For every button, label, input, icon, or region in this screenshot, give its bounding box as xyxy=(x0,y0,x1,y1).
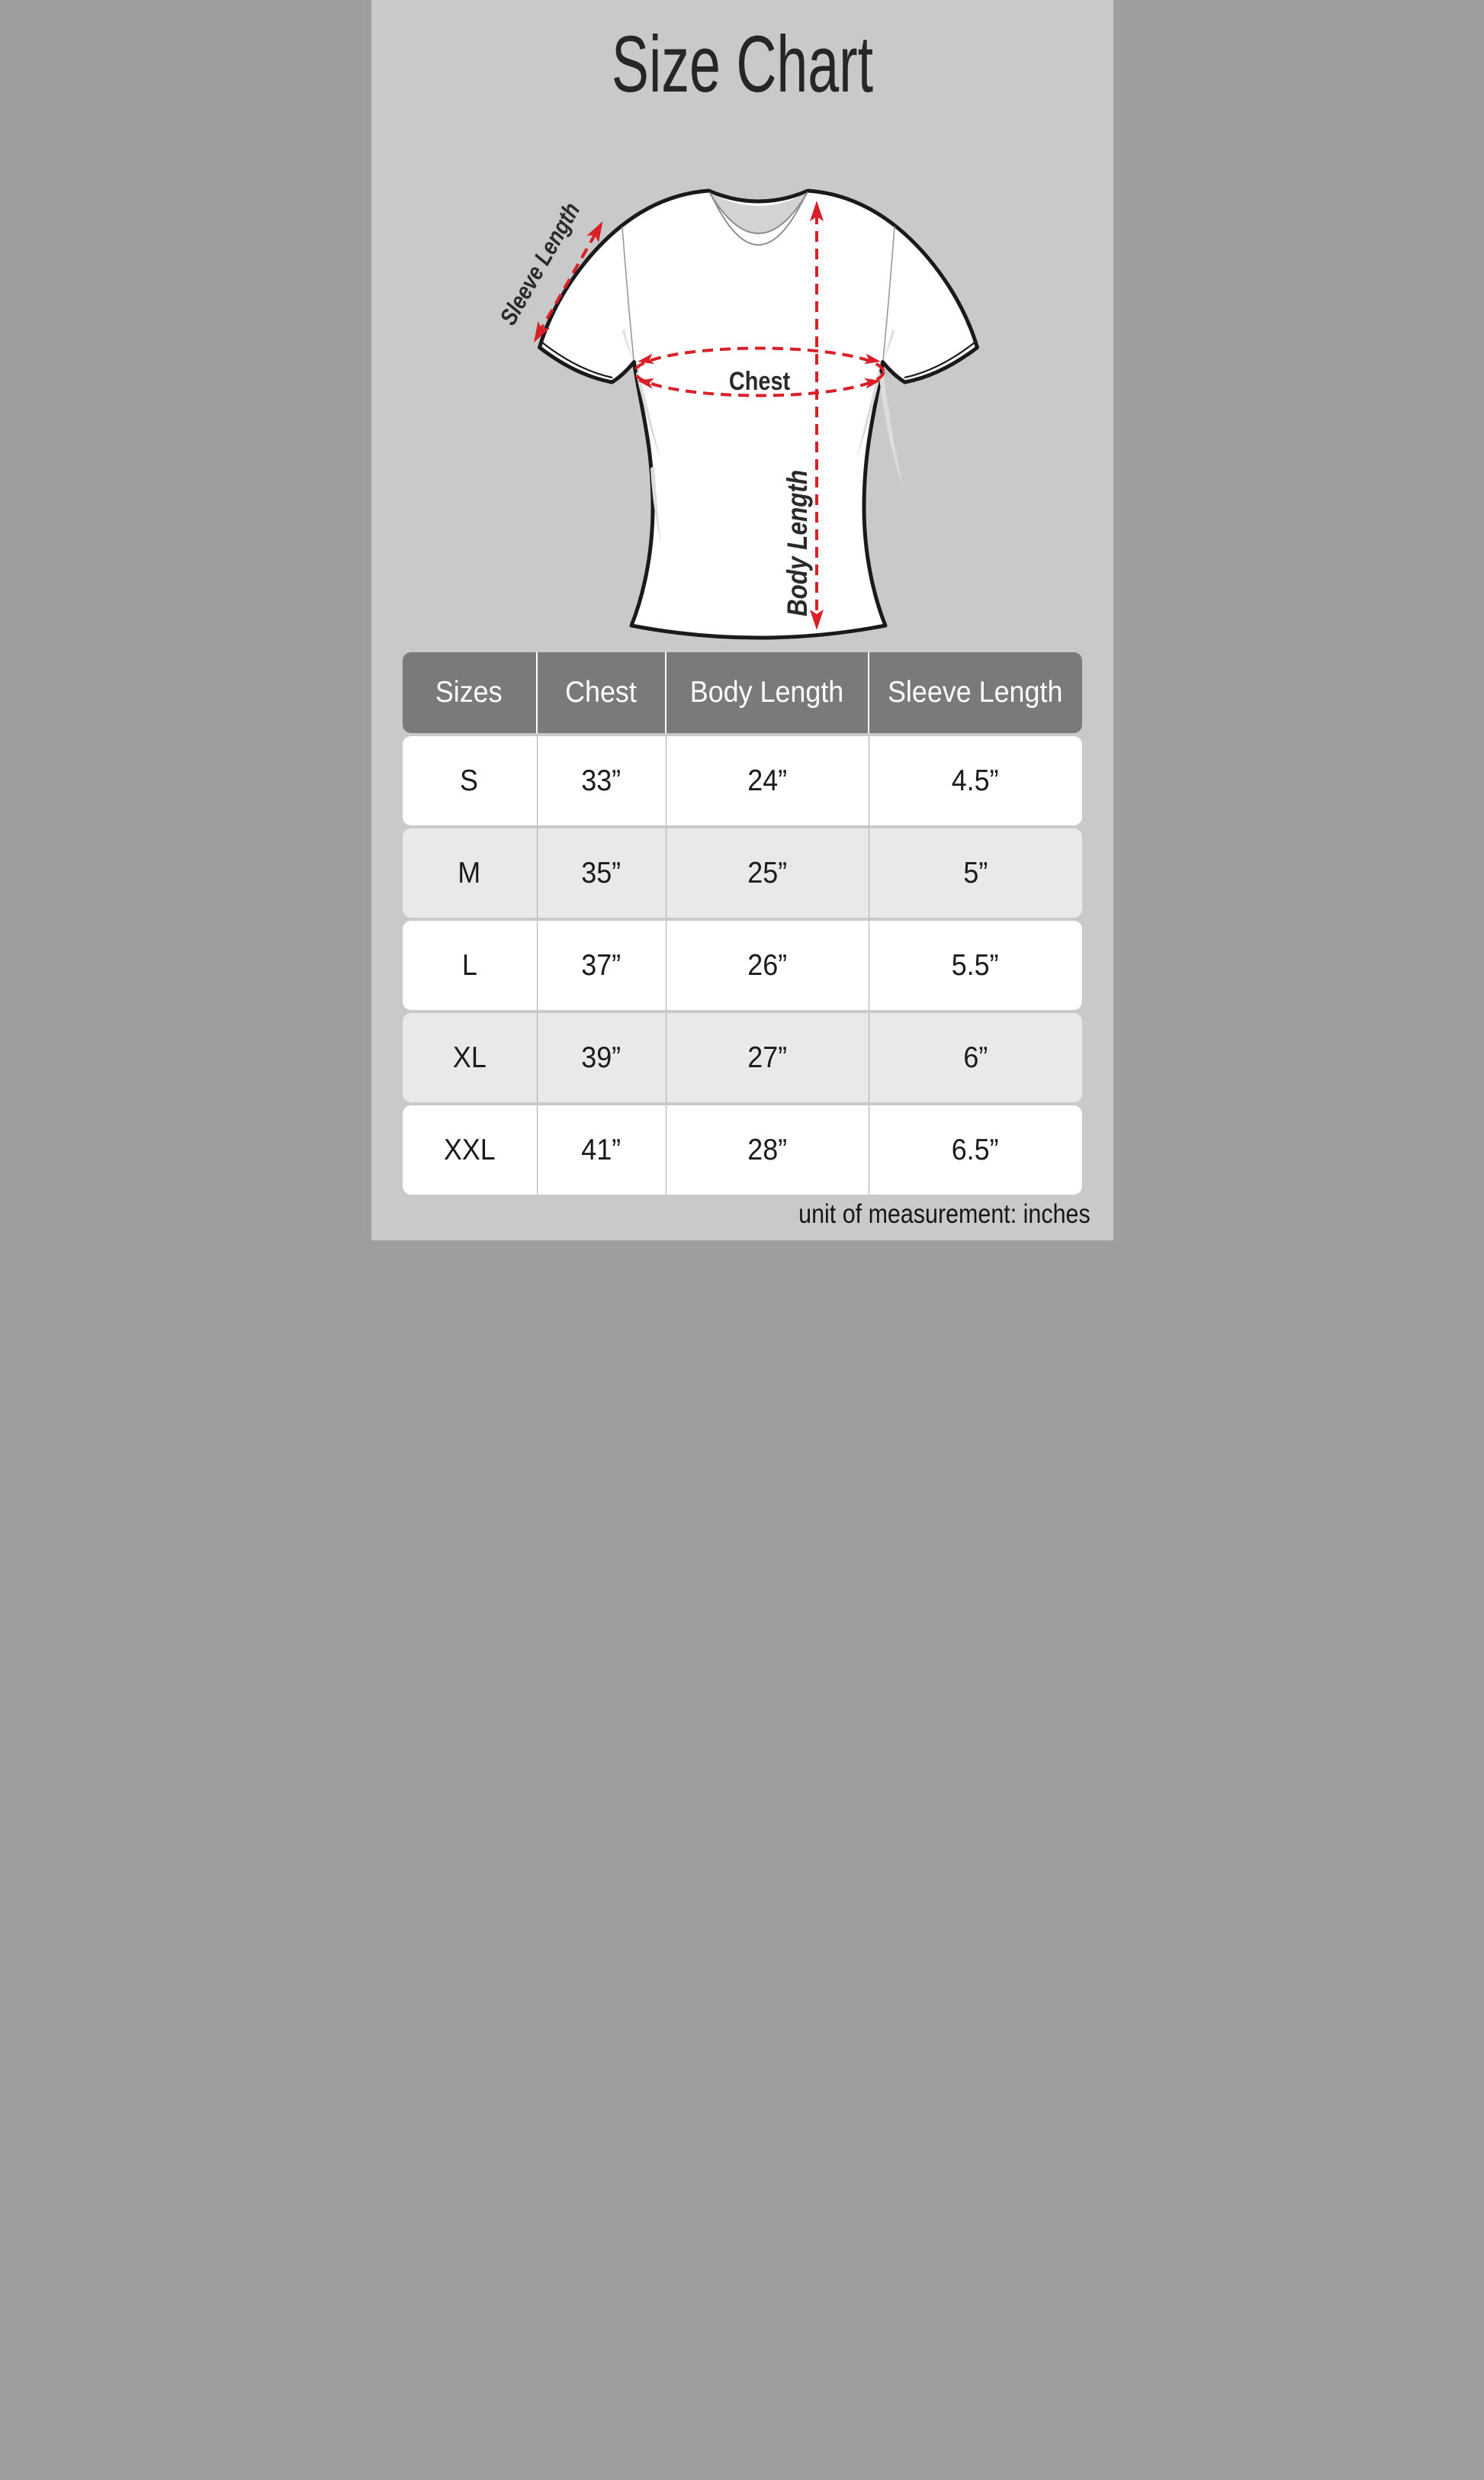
cell-body-length: 25” xyxy=(667,828,869,918)
table-row-xl: XL 39” 27” 6” xyxy=(402,1013,1082,1102)
table-row-s: S 33” 24” 4.5” xyxy=(402,736,1082,825)
left-cuff-seam xyxy=(541,342,612,379)
chest-ellipse xyxy=(633,346,885,397)
chest-label: Chest xyxy=(728,366,790,396)
fabric-shading xyxy=(622,330,903,545)
tshirt-diagram: Sleeve Length Chest Body Length xyxy=(495,188,979,640)
header-cell-sizes: Sizes xyxy=(403,652,538,733)
cell-sleeve-length: 5” xyxy=(963,856,988,889)
left-shoulder-seam xyxy=(621,226,634,361)
cell-body-length: 27” xyxy=(667,1013,869,1102)
table-row-l: L 37” 26” 5.5” xyxy=(402,921,1082,1010)
header-cell-chest: Chest xyxy=(538,652,667,733)
right-shoulder-seam xyxy=(882,226,895,361)
cell-body-length: 26” xyxy=(667,921,869,1010)
size-table: Sizes Chest Body Length Sleeve Length S … xyxy=(402,652,1082,1195)
cell-size: L xyxy=(403,921,538,1010)
cell-size: XL xyxy=(403,1013,538,1102)
cell-size: M xyxy=(403,828,538,918)
header-cell-sleeve-length: Sleeve Length xyxy=(888,676,1063,709)
collar xyxy=(708,191,808,246)
cell-chest: 35” xyxy=(538,828,667,918)
cell-sleeve-length: 5.5” xyxy=(952,948,999,982)
cell-sleeve-length: 6.5” xyxy=(952,1133,999,1166)
sleeve-length-arrow xyxy=(527,217,609,346)
size-chart-page: Size Chart xyxy=(371,0,1113,1240)
cell-body-length: 28” xyxy=(667,1105,869,1195)
header-cell-body-length: Body Length xyxy=(667,652,869,733)
cell-sleeve-length: 6” xyxy=(963,1041,988,1074)
table-header: Sizes Chest Body Length Sleeve Length xyxy=(402,652,1082,733)
cell-chest: 33” xyxy=(538,736,667,825)
unit-note: unit of measurement: inches xyxy=(798,1199,1091,1229)
cell-chest: 41” xyxy=(538,1105,667,1195)
cell-body-length: 24” xyxy=(667,736,869,825)
table-row-m: M 35” 25” 5” xyxy=(402,828,1082,918)
body-length-line xyxy=(809,201,824,630)
cell-sleeve-length: 4.5” xyxy=(952,764,999,797)
cell-size: XXL xyxy=(403,1105,538,1195)
right-cuff-seam xyxy=(904,342,975,379)
page-title: Size Chart xyxy=(611,20,873,109)
cell-size: S xyxy=(403,736,538,825)
body-length-label: Body Length xyxy=(782,470,813,616)
cell-chest: 39” xyxy=(538,1013,667,1102)
table-row-xxl: XXL 41” 28” 6.5” xyxy=(402,1105,1082,1195)
cell-chest: 37” xyxy=(538,921,667,1010)
shirt-outline xyxy=(537,188,979,640)
